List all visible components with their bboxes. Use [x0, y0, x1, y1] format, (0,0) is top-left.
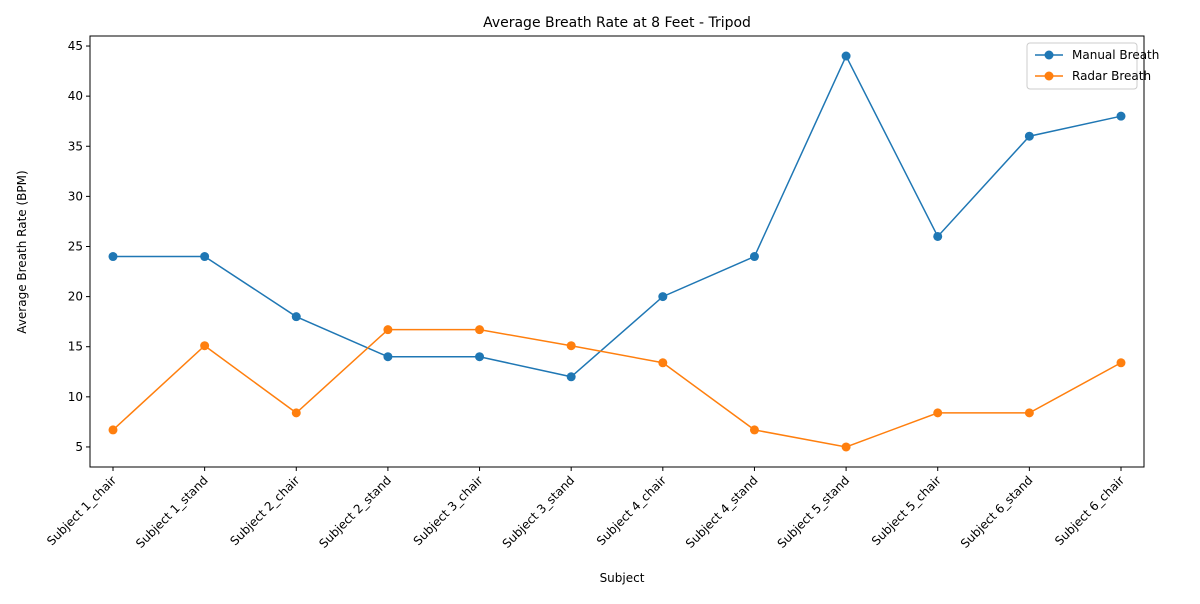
series-2	[108, 325, 1126, 452]
x-axis-label: Subject	[600, 571, 645, 585]
legend-marker	[1044, 71, 1054, 81]
y-tick-label: 20	[68, 290, 83, 304]
data-point	[200, 252, 210, 262]
data-point	[1116, 358, 1126, 368]
data-point	[383, 325, 393, 335]
data-point	[749, 425, 759, 435]
legend-marker	[1044, 50, 1054, 60]
plot-frame	[89, 35, 1145, 468]
y-tick-label: 35	[68, 139, 83, 153]
data-point	[108, 425, 118, 435]
series-line	[113, 54, 1122, 378]
data-point	[933, 408, 943, 418]
y-tick-label: 15	[68, 340, 83, 354]
y-tick-label: 30	[68, 189, 83, 203]
data-point	[841, 51, 851, 61]
y-tick-label: 45	[68, 39, 83, 53]
x-tick-label: Subject 6_stand	[958, 473, 1036, 551]
x-tick-label: Subject 2_stand	[316, 473, 394, 551]
data-point	[108, 252, 118, 262]
x-tick-label: Subject 3_chair	[411, 473, 486, 548]
data-point	[841, 442, 851, 452]
plot-area	[108, 51, 1126, 452]
x-tick-label: Subject 5_chair	[869, 473, 944, 548]
x-tick-label: Subject 5_stand	[775, 473, 853, 551]
x-tick-label: Subject 6_chair	[1052, 473, 1127, 548]
chart-title: Average Breath Rate at 8 Feet - Tripod	[483, 15, 751, 31]
series-line	[112, 328, 1122, 448]
data-point	[933, 231, 943, 241]
data-point	[291, 408, 301, 418]
y-tick-label: 40	[68, 89, 83, 103]
data-point	[383, 352, 393, 362]
series-1	[108, 51, 1126, 382]
x-tick-label: Subject 1_stand	[133, 473, 211, 551]
data-point	[200, 341, 210, 351]
y-tick-label: 10	[68, 390, 83, 404]
data-point	[566, 372, 576, 382]
legend: Manual Breath Radar Breath	[1026, 42, 1159, 90]
legend-label: Radar Breath	[1072, 69, 1151, 83]
y-axis-label: Average Breath Rate (BPM)	[15, 170, 29, 333]
data-point	[475, 352, 485, 362]
data-point	[1116, 111, 1126, 121]
x-tick-label: Subject 4_chair	[594, 473, 669, 548]
data-point	[1024, 408, 1034, 418]
legend-label: Manual Breath	[1072, 48, 1159, 62]
data-point	[749, 252, 759, 262]
data-point	[1024, 131, 1034, 141]
data-point	[566, 341, 576, 351]
x-tick-label: Subject 2_chair	[227, 473, 302, 548]
data-point	[475, 325, 485, 335]
data-point	[291, 312, 301, 322]
x-tick-label: Subject 4_stand	[683, 473, 761, 551]
y-tick-label: 5	[75, 440, 83, 454]
x-tick-label: Subject 3_stand	[500, 473, 578, 551]
x-tick-label: Subject 1_chair	[44, 473, 119, 548]
data-point	[658, 358, 668, 368]
y-tick-label: 25	[68, 239, 83, 253]
x-axis: Subject 1_chair Subject 1_stand Subject 2_…	[44, 467, 1127, 551]
y-axis: 5 10 15 20 25 30 35 40 45	[68, 39, 90, 454]
data-point	[658, 292, 668, 302]
